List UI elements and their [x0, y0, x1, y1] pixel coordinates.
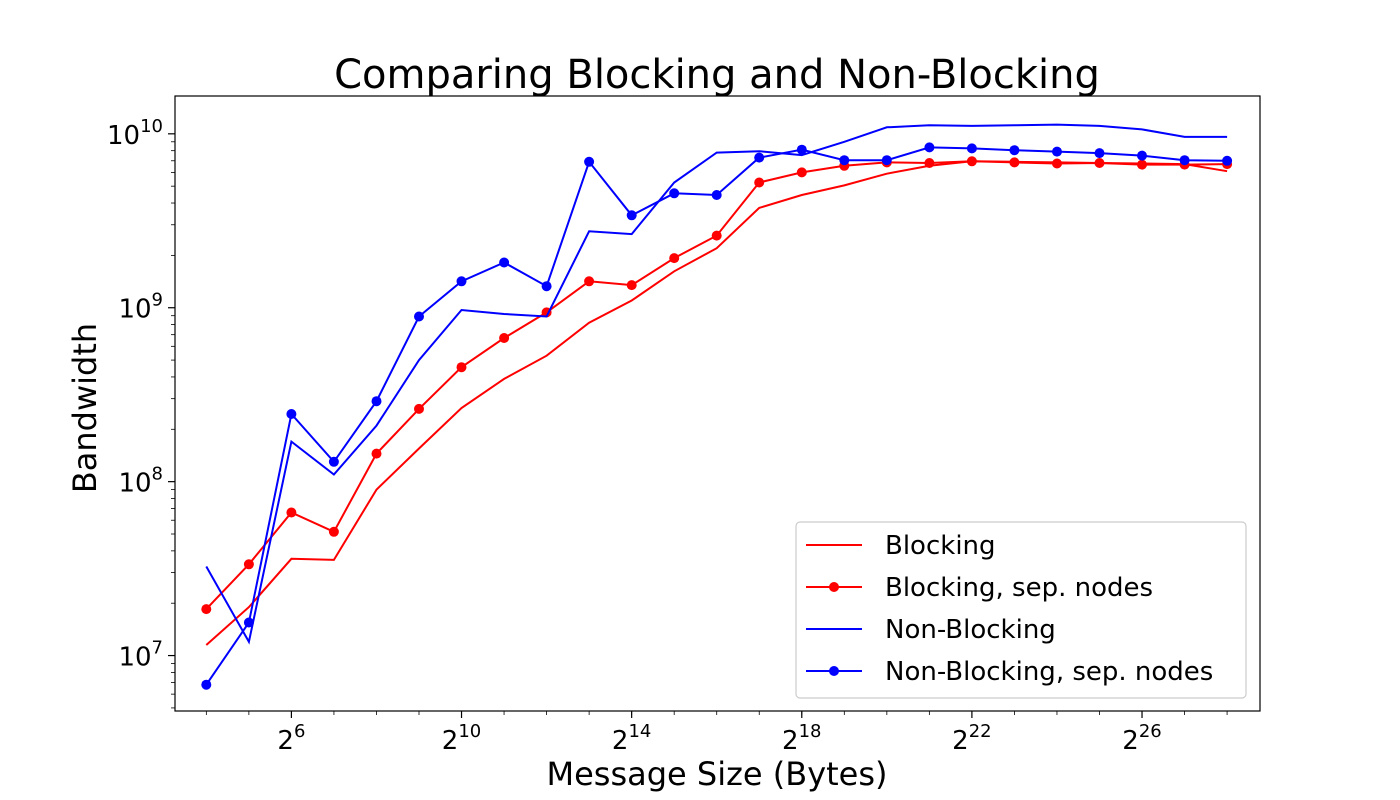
legend-label: Non-Blocking [885, 615, 1056, 645]
series-1-point [1094, 158, 1105, 168]
series-3-point [1222, 155, 1233, 166]
series-3-point [243, 617, 254, 628]
series-1-point [201, 604, 212, 615]
series-3-point [924, 142, 935, 153]
legend-marker [829, 582, 839, 592]
y-axis-label: Bandwidth [66, 323, 104, 493]
legend-label: Blocking [885, 531, 996, 561]
series-3-point [371, 396, 382, 407]
series-3-point [711, 190, 722, 200]
legend-label: Non-Blocking, sep. nodes [885, 657, 1213, 687]
series-3-point [1179, 155, 1190, 166]
y-tick-label: 108 [118, 464, 163, 499]
plot-frame [174, 95, 1261, 712]
series-3-point [669, 188, 680, 199]
x-tick-label: 214 [612, 721, 651, 756]
series-3-point [201, 679, 212, 690]
series-1-point [286, 507, 297, 518]
series-3-point [456, 276, 467, 287]
y-tick-label: 107 [118, 638, 163, 673]
legend-marker [829, 666, 839, 676]
plot-area [201, 123, 1233, 690]
series-line-2 [205, 123, 1228, 645]
series-1-point [669, 253, 680, 264]
series-3-point [754, 152, 765, 163]
legend: Blocking Blocking, sep. nodes Non-Blocking… [795, 521, 1247, 699]
series-1-point [328, 526, 339, 537]
series-3-point [966, 143, 977, 154]
series-3-point [584, 156, 595, 167]
series-3-point [328, 456, 339, 467]
series-3-point [499, 257, 510, 268]
series-3-point [286, 409, 297, 419]
series-1-point [711, 230, 722, 241]
x-tick-label: 222 [952, 721, 991, 756]
series-3-point [839, 155, 850, 166]
series-1-point [924, 158, 935, 168]
y-tick-label: 1010 [107, 116, 163, 151]
x-axis-label: Message Size (Bytes) [546, 755, 887, 793]
x-tick-label: 226 [1122, 721, 1161, 756]
series-3-point [1137, 150, 1147, 161]
x-tick-label: 218 [782, 721, 821, 756]
series-1-point [1052, 158, 1062, 169]
series-1-point [499, 333, 510, 343]
y-tick-label: 109 [118, 290, 163, 325]
series-3-point [796, 144, 807, 155]
legend-box [795, 521, 1247, 699]
legend-label: Blocking, sep. nodes [885, 573, 1153, 603]
series-1-point [243, 559, 254, 570]
x-tick-label: 26 [277, 721, 305, 756]
series-1-point [966, 156, 977, 167]
series-1-point [456, 362, 467, 373]
x-tick-label: 210 [442, 721, 481, 756]
series-1-point [796, 167, 807, 178]
series-3-point [1094, 148, 1105, 159]
series-3-point [626, 210, 637, 221]
series-3-point [881, 155, 892, 166]
series-1-point [584, 276, 595, 287]
series-1-point [371, 448, 382, 459]
series-3-point [1052, 146, 1062, 157]
series-3-point [1009, 145, 1020, 156]
series-1-point [754, 177, 765, 188]
series-1-point [414, 403, 424, 414]
y-axis: 107 108 109 1010 [107, 116, 175, 709]
chart-title: Comparing Blocking and Non-Blocking [334, 52, 1100, 98]
series-3-point [414, 311, 424, 322]
series-1-point [626, 280, 637, 291]
x-axis: 26 210 214 218 222 226 [205, 711, 1228, 756]
series-3-point [541, 281, 552, 292]
series-1-point [1009, 157, 1020, 168]
series-1-point [1137, 159, 1147, 170]
